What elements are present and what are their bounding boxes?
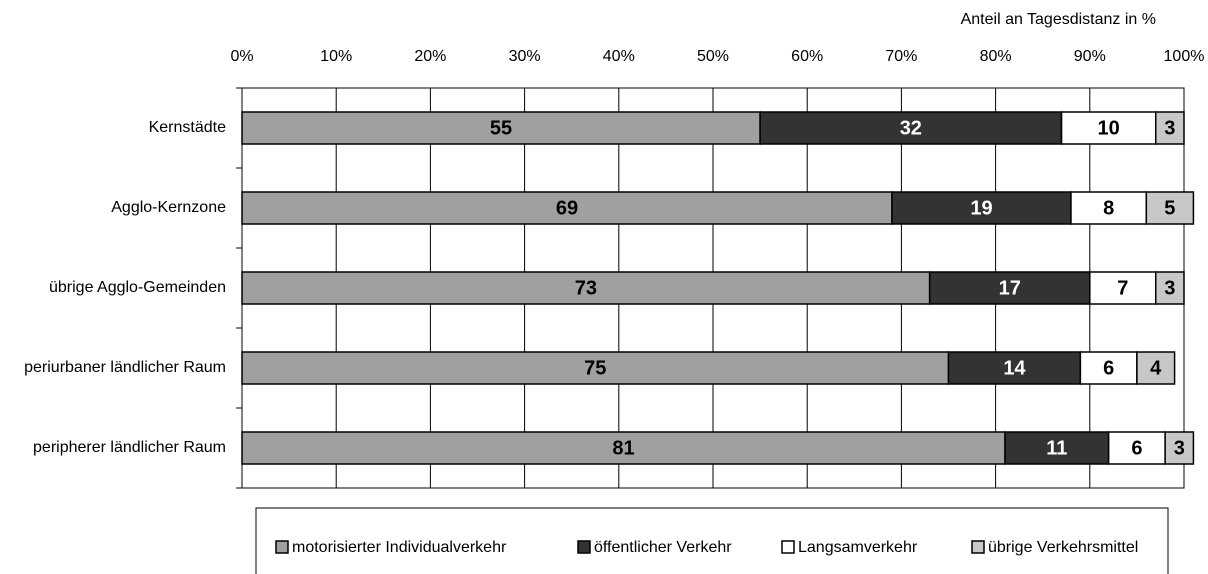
value-label: 3: [1164, 277, 1175, 299]
bar-segment: [1107, 431, 1166, 465]
value-label: 81: [612, 437, 634, 459]
value-label: 69: [556, 197, 578, 219]
bar-segment: [1145, 191, 1195, 225]
x-tick-label: 0%: [230, 48, 253, 65]
bar-segment: [1004, 431, 1110, 465]
value-label: 73: [575, 277, 597, 299]
y-tick-label: übrige Agglo-Gemeinden: [49, 279, 226, 296]
x-tick-label: 10%: [320, 48, 352, 65]
bar-segment: [1079, 351, 1138, 385]
x-tick-label: 50%: [697, 48, 729, 65]
value-label: 19: [970, 197, 992, 219]
value-label: 11: [1046, 437, 1067, 459]
x-tick-label: 40%: [603, 48, 635, 65]
bar-segment: [1070, 191, 1148, 225]
y-tick-label: peripherer ländlicher Raum: [33, 439, 226, 456]
legend-swatch: [577, 540, 591, 554]
bar-segment: [1154, 111, 1185, 145]
legend-swatch: [781, 540, 795, 554]
legend-label: Langsamverkehr: [798, 539, 918, 556]
value-label: 32: [900, 117, 922, 139]
legend-box: [255, 507, 1169, 574]
y-tick-label: Agglo-Kernzone: [111, 199, 226, 216]
bar-segment: [1164, 431, 1195, 465]
bar-segment: [241, 271, 931, 305]
bar-segment: [241, 191, 893, 225]
bar-segment: [1154, 271, 1185, 305]
value-label: 8: [1103, 197, 1114, 219]
bar-segment: [1136, 351, 1176, 385]
value-label: 6: [1103, 357, 1114, 379]
x-tick-label: 20%: [414, 48, 446, 65]
bar-segment: [947, 351, 1082, 385]
value-label: 3: [1174, 437, 1185, 459]
value-label: 17: [999, 277, 1021, 299]
legend-swatch: [275, 540, 289, 554]
bar-segment: [241, 351, 950, 385]
value-label: 55: [490, 117, 512, 139]
x-tick-label: 70%: [885, 48, 917, 65]
x-tick-label: 80%: [980, 48, 1012, 65]
y-tick-label: Kernstädte: [149, 119, 226, 136]
axis-title: Anteil an Tagesdistanz in %: [961, 11, 1156, 28]
value-label: 75: [584, 357, 606, 379]
value-label: 5: [1164, 197, 1175, 219]
bar-segment: [928, 271, 1091, 305]
legend-swatch: [971, 540, 985, 554]
x-tick-label: 60%: [791, 48, 823, 65]
value-label: 4: [1150, 357, 1162, 379]
legend-label: öffentlicher Verkehr: [594, 539, 732, 556]
x-tick-label: 90%: [1074, 48, 1106, 65]
value-label: 3: [1164, 117, 1175, 139]
value-label: 14: [1003, 357, 1026, 379]
y-tick-label: periurbaner ländlicher Raum: [24, 359, 226, 376]
value-label: 7: [1117, 277, 1128, 299]
value-label: 6: [1131, 437, 1142, 459]
value-label: 10: [1098, 117, 1120, 139]
legend-label: motorisierter Individualverkehr: [292, 539, 507, 556]
x-tick-label: 100%: [1164, 48, 1205, 65]
bar-segment: [1060, 111, 1157, 145]
x-tick-label: 30%: [509, 48, 541, 65]
bar-segment: [1089, 271, 1157, 305]
legend-label: übrige Verkehrsmittel: [988, 539, 1138, 556]
bar-segment: [759, 111, 1063, 145]
